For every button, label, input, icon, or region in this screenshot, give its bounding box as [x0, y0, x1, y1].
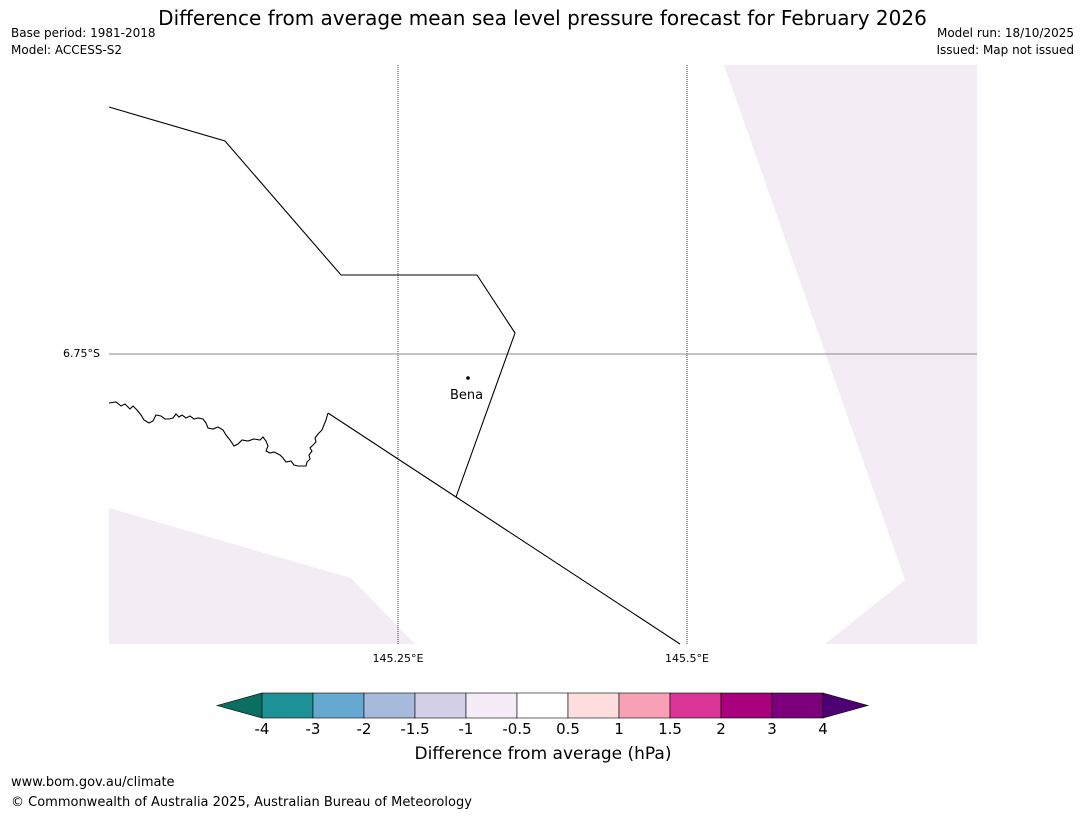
colorbar-segment — [312, 692, 365, 719]
colorbar-label: Difference from average (hPa) — [414, 744, 672, 764]
colorbar-tick-label: 0.5 — [556, 720, 580, 738]
shaded-region-southwest — [109, 508, 415, 644]
map-title: Difference from average mean sea level p… — [158, 6, 927, 30]
colorbar-tick-label: -0.5 — [502, 720, 532, 738]
colorbar-segment — [720, 692, 773, 719]
colorbar-extend-high — [822, 692, 870, 719]
longitude-label-1: 145.25°E — [372, 652, 424, 665]
colorbar-segment — [618, 692, 671, 719]
colorbar-tick-label: -4 — [254, 720, 270, 738]
district-boundary — [327, 412, 681, 645]
colorbar-tick-label: 2 — [716, 720, 726, 738]
issued-status: Issued: Map not issued — [936, 43, 1074, 57]
colorbar-tick-label: -3 — [305, 720, 321, 738]
colorbar-segment — [567, 692, 620, 719]
footer-url[interactable]: www.bom.gov.au/climate — [11, 775, 175, 790]
colorbar-segment — [465, 692, 518, 719]
place-label-bena: Bena — [450, 388, 484, 403]
colorbar-segment — [363, 692, 416, 719]
colorbar-tick-label: -1 — [458, 720, 474, 738]
longitude-label-2: 145.5°E — [665, 652, 709, 665]
base-period: Base period: 1981-2018 — [11, 26, 156, 40]
colorbar-segment — [516, 692, 569, 719]
colorbar-tick-label: -1.5 — [400, 720, 430, 738]
colorbar-tick-label: 3 — [767, 720, 777, 738]
colorbar-tick-label: 1.5 — [658, 720, 682, 738]
footer-copyright: © Commonwealth of Australia 2025, Austra… — [11, 795, 472, 810]
model-name: Model: ACCESS-S2 — [11, 43, 123, 57]
latitude-label: 6.75°S — [63, 347, 100, 360]
colorbar-segment — [669, 692, 722, 719]
colorbar-segment — [414, 692, 467, 719]
colorbar-tick-label: 4 — [818, 720, 828, 738]
province-boundary — [108, 106, 516, 498]
model-run: Model run: 18/10/2025 — [936, 26, 1074, 40]
colorbar-extend-low — [215, 692, 263, 719]
colorbar-segment — [771, 692, 824, 719]
coastline — [108, 401, 329, 467]
colorbar-tick-label: 1 — [614, 720, 624, 738]
colorbar-segment — [261, 692, 314, 719]
town-marker[interactable] — [466, 376, 470, 380]
colorbar-tick-label: -2 — [356, 720, 372, 738]
